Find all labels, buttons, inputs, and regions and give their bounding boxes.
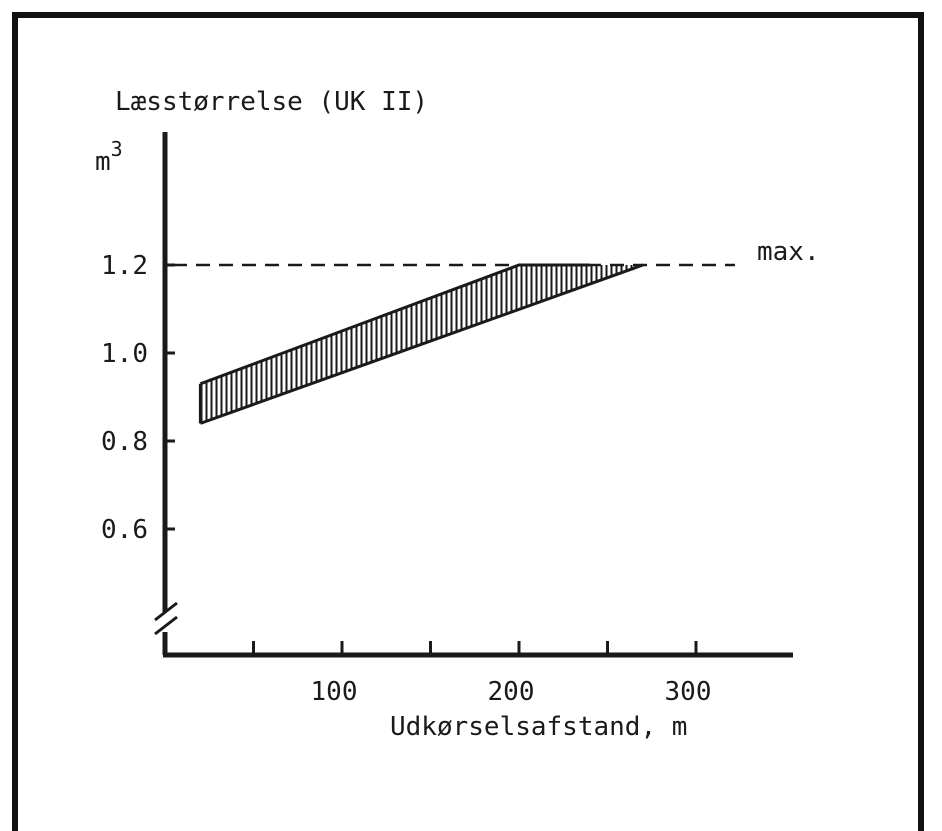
x-tick-label: 200 <box>488 677 535 707</box>
plot-area <box>173 263 735 425</box>
figure-frame <box>12 12 924 831</box>
band-lower-edge <box>199 263 644 425</box>
y-tick-label: 1.0 <box>101 339 148 369</box>
max-label: max. <box>757 237 820 267</box>
x-tick-label: 100 <box>311 677 358 707</box>
axis-break-mark <box>154 601 178 622</box>
y-tick-label: 0.6 <box>101 515 148 545</box>
y-tick-label: 0.8 <box>101 427 148 457</box>
axis-break-mark <box>154 615 178 636</box>
axes: 1.2 1.0 0.8 0.6 100 200 300 <box>101 132 793 707</box>
x-tick-label: 300 <box>665 677 712 707</box>
x-axis-label: Udkørselsafstand, m <box>390 712 687 742</box>
y-axis-unit: m3 <box>95 137 123 177</box>
y-tick-label: 1.2 <box>101 251 148 281</box>
band-upper-edge <box>199 263 590 386</box>
y-axis-label: Læsstørrelse (UK II) <box>115 87 428 117</box>
